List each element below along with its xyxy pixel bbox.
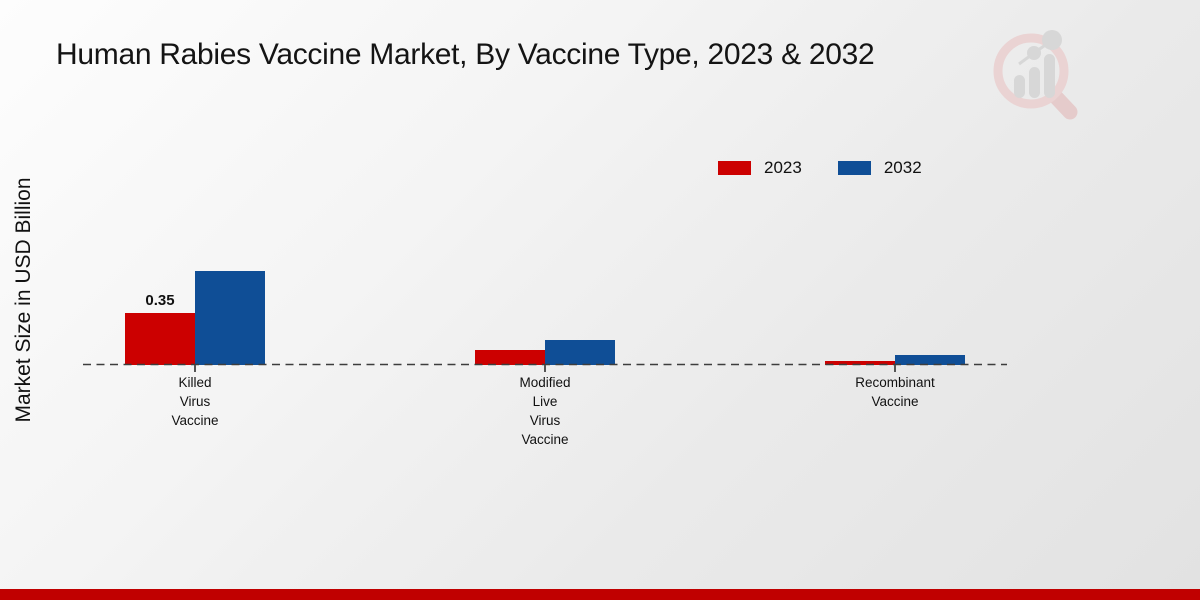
legend-swatch-2032 xyxy=(837,161,871,175)
x-axis-tick xyxy=(544,365,546,372)
logo-dot xyxy=(1042,30,1062,50)
x-axis-category-label: Modified Live Virus Vaccine xyxy=(519,375,571,447)
legend-item-2032: 2032 xyxy=(837,158,922,178)
x-axis-baseline xyxy=(83,363,1007,366)
logo-bar xyxy=(1029,67,1040,98)
logo-dot xyxy=(1027,46,1041,60)
x-axis-category-label: Killed Virus Vaccine xyxy=(171,375,219,428)
bottom-accent-bar xyxy=(0,589,1200,600)
chart-title: Human Rabies Vaccine Market, By Vaccine … xyxy=(56,38,875,71)
bar-2023-modified-live-virus-vaccine xyxy=(475,350,545,365)
legend-item-2023: 2023 xyxy=(718,158,802,178)
watermark-logo-icon xyxy=(993,30,1078,120)
legend-label-2032: 2032 xyxy=(883,158,922,177)
logo-bar xyxy=(1014,75,1025,98)
magnifier-ring xyxy=(993,33,1069,109)
bar-2023-killed-virus-vaccine xyxy=(125,313,195,365)
logo-bar xyxy=(1044,54,1055,98)
x-axis-tick xyxy=(894,365,896,372)
x-axis-category-label: Recombinant Vaccine xyxy=(855,375,935,409)
x-axis-tick xyxy=(194,365,196,372)
legend-swatch-2023 xyxy=(718,161,751,175)
bar-value-label: 0.35 xyxy=(145,292,175,309)
bar-2032-modified-live-virus-vaccine xyxy=(545,340,615,365)
bar-2032-killed-virus-vaccine xyxy=(195,271,265,365)
bar-2023-recombinant-vaccine xyxy=(825,361,895,365)
legend-label-2023: 2023 xyxy=(764,158,802,177)
bar-2032-recombinant-vaccine xyxy=(895,355,965,365)
legend: 2023 2032 xyxy=(718,158,922,178)
